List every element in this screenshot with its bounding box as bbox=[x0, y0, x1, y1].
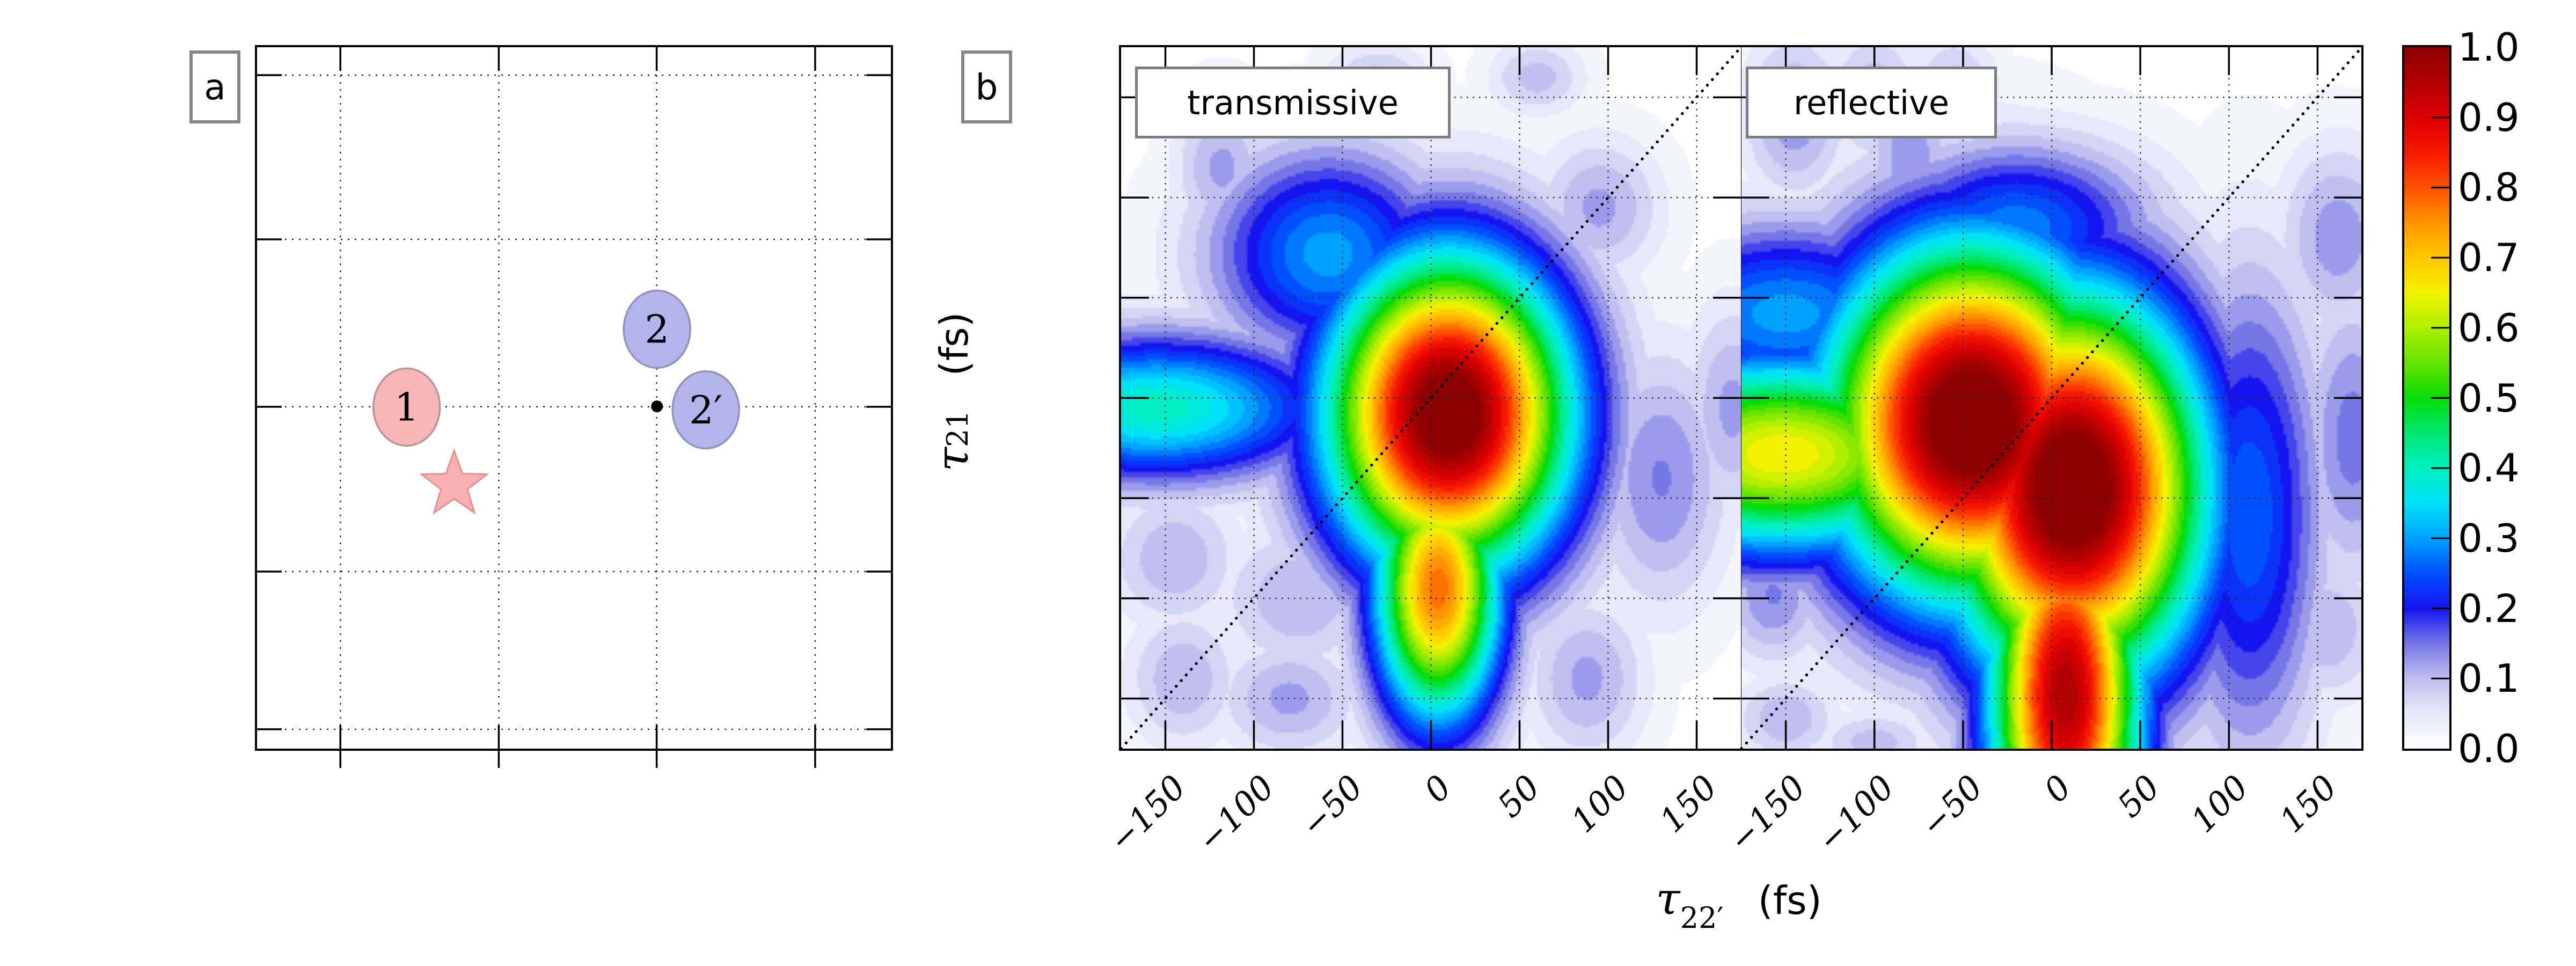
x-axis-unit: (fs) bbox=[1758, 878, 1822, 923]
x-tick-label-reflective: 100 bbox=[2183, 767, 2256, 840]
x-tick-label-transmissive: −150 bbox=[1101, 767, 1194, 860]
marker-circle-2′ bbox=[671, 370, 740, 450]
colorbar bbox=[2402, 45, 2451, 751]
colorbar-tick-label: 0.8 bbox=[2458, 165, 2520, 210]
panel-b-label-box: b bbox=[961, 50, 1012, 123]
x-tick-label-reflective: −50 bbox=[1913, 767, 1990, 845]
y-axis-unit: (fs) bbox=[932, 312, 977, 376]
colorbar-tick-label: 0.1 bbox=[2458, 656, 2520, 701]
y-axis-symbol: τ bbox=[927, 447, 978, 472]
transmissive-grid-svg bbox=[1119, 46, 1743, 750]
colorbar-tick-label: 0.5 bbox=[2458, 376, 2520, 421]
panel-a-grid-svg: 1 2 2′ bbox=[257, 47, 891, 768]
x-axis-label: τ22′ (fs) bbox=[1567, 874, 1911, 935]
transmissive-label: transmissive bbox=[1187, 83, 1399, 122]
colorbar-tick-label: 0.2 bbox=[2458, 586, 2520, 631]
panel-a-plot: 1 2 2′ bbox=[255, 45, 893, 768]
panel-a-label: a bbox=[204, 66, 226, 108]
x-tick-label-reflective: −100 bbox=[1809, 767, 1902, 860]
x-tick-label-reflective: −150 bbox=[1721, 767, 1813, 860]
x-tick-label-reflective: 150 bbox=[2272, 767, 2345, 840]
reflective-label-box: reflective bbox=[1746, 67, 1997, 138]
marker-label-2: 2 bbox=[645, 307, 669, 352]
colorbar-tick-label: 0.7 bbox=[2458, 235, 2520, 280]
colorbar-tick-label: 0.9 bbox=[2458, 95, 2520, 140]
panel-a-label-box: a bbox=[189, 50, 240, 123]
reflective-label: reflective bbox=[1794, 83, 1949, 122]
y-axis-label: τ 21 (fs) bbox=[927, 241, 1002, 542]
panel-b-label: b bbox=[975, 66, 998, 108]
colorbar-ticks-svg bbox=[2431, 116, 2449, 679]
colorbar-tick-label: 0.6 bbox=[2458, 305, 2520, 350]
reflective-heatmap-panel: reflective bbox=[1739, 45, 2363, 751]
colorbar-tick-label: 0.4 bbox=[2458, 445, 2520, 491]
x-tick-label-transmissive: 100 bbox=[1563, 767, 1636, 840]
diagonal-dotted-line bbox=[1740, 46, 2363, 750]
marker-dot bbox=[651, 400, 663, 413]
transmissive-label-box: transmissive bbox=[1135, 67, 1451, 138]
marker-circle-2 bbox=[623, 289, 691, 369]
colorbar-tick-label: 0.3 bbox=[2458, 516, 2520, 561]
x-tick-label-transmissive: 150 bbox=[1652, 767, 1725, 840]
y-axis-subscript: 21 bbox=[941, 410, 975, 448]
colorbar-tick-label: 1.0 bbox=[2458, 25, 2520, 70]
x-tick-label-reflective: 50 bbox=[2110, 767, 2168, 825]
x-tick-label-transmissive: −50 bbox=[1293, 767, 1371, 845]
x-tick-label-transmissive: 50 bbox=[1490, 767, 1548, 825]
marker-label-2′: 2′ bbox=[689, 387, 722, 433]
x-axis-subscript: 22′ bbox=[1680, 901, 1724, 935]
reflective-grid-svg bbox=[1740, 46, 2363, 750]
marker-label-1: 1 bbox=[394, 385, 419, 430]
transmissive-heatmap-panel: transmissive bbox=[1119, 45, 1743, 751]
diagonal-dotted-line bbox=[1119, 46, 1743, 750]
x-axis-symbol: τ bbox=[1656, 874, 1680, 925]
colorbar-tick-label: 0.0 bbox=[2458, 726, 2520, 771]
x-tick-label-transmissive: −100 bbox=[1189, 767, 1282, 860]
x-tick-label-reflective: 0 bbox=[2036, 767, 2079, 810]
x-tick-label-transmissive: 0 bbox=[1416, 767, 1459, 810]
marker-star bbox=[419, 448, 489, 515]
marker-circle-1 bbox=[372, 367, 441, 447]
